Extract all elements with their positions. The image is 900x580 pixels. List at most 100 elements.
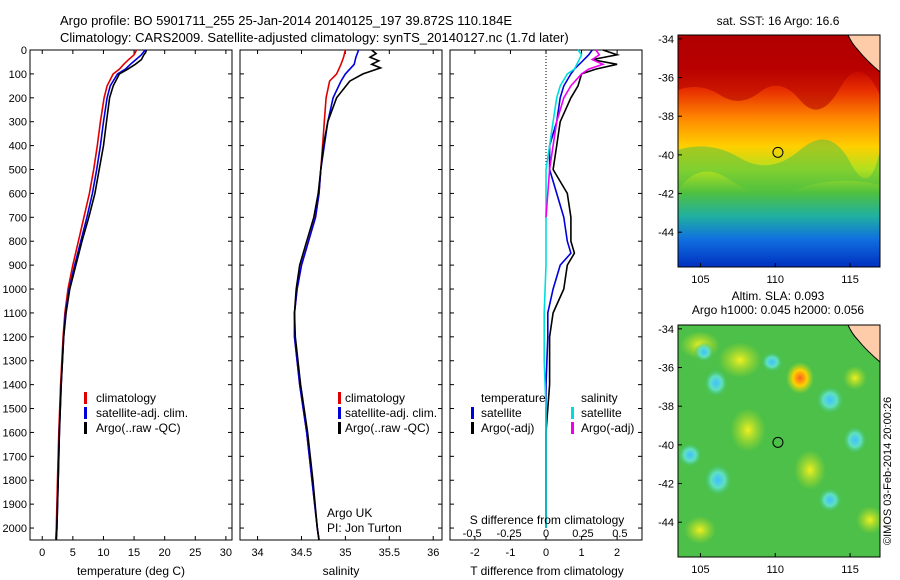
s-tick-label: -0.25: [497, 528, 522, 540]
x-tick-label: 35.5: [379, 547, 400, 559]
map-y-tick-label: -42: [658, 189, 674, 201]
sla-anomaly: [761, 352, 783, 372]
legend-swatch-black: [338, 422, 341, 434]
sla-map: 105 110 115 -34 -36 -38 -40 -42 -44: [658, 324, 884, 576]
y-tick-label: 500: [9, 165, 27, 177]
salinity-legend: climatology satellite-adj. clim. Argo(..…: [338, 391, 437, 435]
x-tick-label: -2: [470, 547, 480, 559]
map-y-tick-label: -40: [658, 440, 674, 452]
series-line: [545, 49, 621, 528]
x-tick-label: 0: [39, 547, 45, 559]
map-x-tick-label: 105: [691, 564, 709, 576]
difference-legend-salinity: salinity satellite Argo(-adj): [571, 391, 634, 435]
land-patch: [847, 324, 881, 364]
float-pi-label: PI: Jon Turton: [327, 521, 402, 535]
series-line: [293, 49, 383, 541]
x-tick-label: 1: [578, 547, 584, 559]
land-patch: [847, 34, 881, 74]
map-x-tick-label: 110: [766, 274, 784, 286]
map-y-tick-label: -38: [658, 111, 674, 123]
map-y-tick-label: -40: [658, 150, 674, 162]
series-line: [293, 49, 360, 541]
sla-anomaly: [678, 443, 702, 467]
sla-anomaly: [786, 362, 814, 394]
sla-anomaly: [816, 386, 844, 414]
x-tick-label: 35: [339, 547, 351, 559]
temperature-plot-frame: [29, 49, 233, 541]
t-difference-axis-label: T difference from climatology: [470, 564, 624, 578]
legend-swatch-magenta: [571, 422, 574, 434]
y-tick-label: 1300: [3, 356, 27, 368]
y-tick-label: 800: [9, 236, 27, 248]
legend-swatch-cyan: [571, 407, 574, 419]
x-tick-label: 15: [128, 547, 140, 559]
map-y-tick-label: -44: [658, 227, 674, 239]
map-y-tick-label: -34: [658, 324, 674, 336]
y-tick-label: 1000: [3, 284, 27, 296]
y-tick-label: 1900: [3, 499, 27, 511]
legend-label: satellite-adj. clim.: [96, 406, 188, 420]
x-tick-label: 5: [70, 547, 76, 559]
series-line: [543, 49, 583, 528]
legend-swatch-red: [84, 392, 87, 404]
legend-swatch-red: [338, 392, 341, 404]
series-line: [55, 49, 148, 541]
header-title-line1: Argo profile: BO 5901711_255 25-Jan-2014…: [60, 13, 512, 28]
y-tick-label: 400: [9, 141, 27, 153]
map-y-tick-label: -42: [658, 479, 674, 491]
series-line: [545, 49, 606, 218]
map-x-tick-label: 110: [766, 564, 784, 576]
sla-map-title-line2: Argo h1000: 0.045 h2000: 0.056: [692, 303, 864, 317]
legend-swatch-blue: [338, 407, 341, 419]
sla-anomaly: [843, 366, 867, 390]
salinity-axis-label: salinity: [323, 564, 360, 578]
sst-front: [678, 139, 880, 193]
salinity-plot: 34 34.5 35 35.5 36: [240, 49, 442, 559]
sla-anomaly: [694, 342, 714, 362]
sla-anomaly: [704, 464, 732, 496]
s-difference-axis-label: S difference from climatology: [470, 513, 625, 527]
temperature-legend: climatology satellite-adj. clim. Argo(..…: [84, 391, 188, 435]
x-tick-label: 34.5: [291, 547, 312, 559]
y-tick-label: 100: [9, 69, 27, 81]
map-y-tick-label: -38: [658, 401, 674, 413]
sst-warm-front: [678, 35, 880, 110]
y-tick-label: 700: [9, 212, 27, 224]
map-y-tick-label: -34: [658, 34, 674, 46]
y-tick-label: 1800: [3, 475, 27, 487]
sst-map-title: sat. SST: 16 Argo: 16.6: [717, 14, 840, 28]
difference-plot: -2 -1 0 1 2 -0.5 -0.25 0 0.25 0.5: [450, 49, 642, 559]
legend-label: climatology: [96, 391, 156, 405]
legend-swatch-black: [471, 422, 474, 434]
x-tick-label: 34: [251, 547, 263, 559]
legend-label: satellite: [481, 406, 522, 420]
x-tick-label: -1: [506, 547, 516, 559]
difference-legend-temperature: temperature satellite Argo(-adj): [471, 391, 546, 435]
x-tick-label: 25: [189, 547, 201, 559]
sla-anomaly: [730, 408, 766, 452]
legend-label: Argo(-adj): [581, 421, 634, 435]
y-tick-label: 2000: [3, 523, 27, 535]
sla-anomaly: [818, 488, 842, 512]
map-y-tick-label: -44: [658, 517, 674, 529]
legend-label: Argo(-adj): [481, 421, 534, 435]
sst-map-axes: 105 110 115 -34 -36 -38 -40 -42 -44: [658, 34, 859, 286]
x-tick-label: 36: [427, 547, 439, 559]
legend-label: climatology: [345, 391, 405, 405]
map-y-tick-label: -36: [658, 363, 674, 375]
map-y-tick-label: -36: [658, 73, 674, 85]
legend-swatch-blue: [471, 407, 474, 419]
y-tick-label: 600: [9, 188, 27, 200]
y-tick-label: 1100: [3, 308, 27, 320]
legend-swatch-black: [84, 422, 87, 434]
s-tick-label: -0.5: [463, 528, 482, 540]
legend-label: satellite-adj. clim.: [345, 406, 437, 420]
sla-map-title-line1: Altim. SLA: 0.093: [732, 289, 825, 303]
legend-label: satellite: [581, 406, 622, 420]
float-operator-label: Argo UK: [327, 506, 372, 520]
legend-swatch-blue: [84, 407, 87, 419]
imos-timestamp: ©IMOS 03-Feb-2014 20:00:26: [882, 397, 894, 545]
y-tick-label: 1200: [3, 332, 27, 344]
sst-map: 105 110 115 -34 -36 -38 -40 -42 -44: [658, 34, 881, 286]
y-tick-label: 0: [21, 45, 27, 57]
